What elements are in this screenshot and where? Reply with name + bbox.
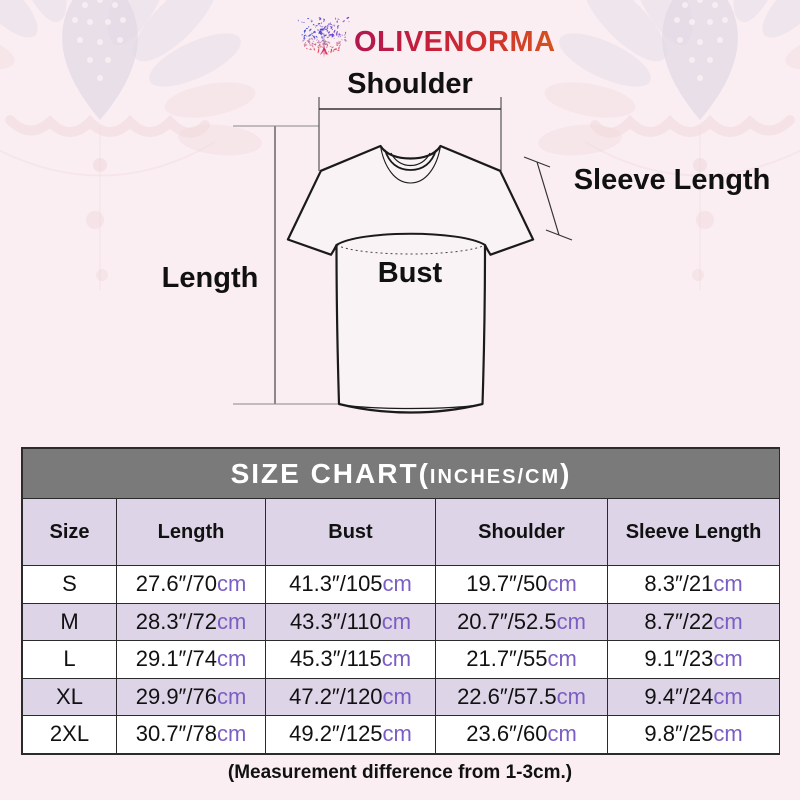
svg-text:Sleeve Length: Sleeve Length: [574, 164, 771, 196]
svg-text:Bust: Bust: [378, 257, 443, 289]
svg-text:Shoulder: Shoulder: [347, 68, 473, 100]
svg-text:Length: Length: [162, 262, 259, 294]
